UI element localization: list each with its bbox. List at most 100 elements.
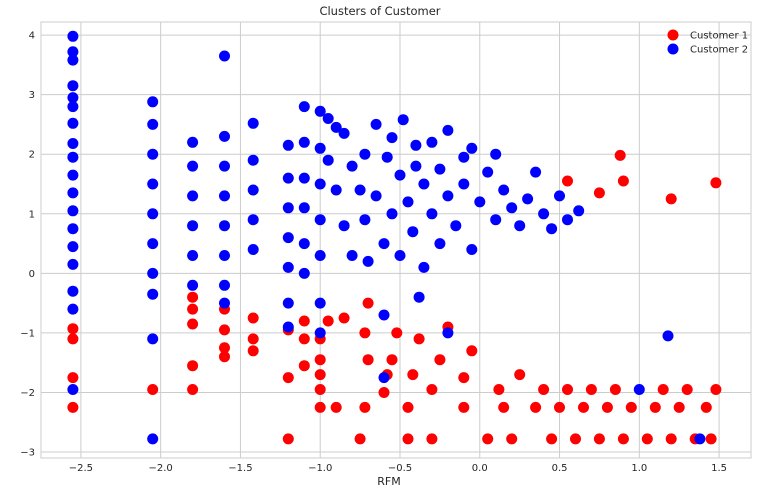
data-point xyxy=(562,175,573,187)
data-point xyxy=(338,127,350,139)
data-point xyxy=(219,324,230,336)
data-point xyxy=(450,220,462,232)
data-point xyxy=(359,401,371,413)
data-point xyxy=(346,160,358,172)
data-point xyxy=(601,401,613,413)
data-point xyxy=(338,312,350,324)
data-point xyxy=(458,401,470,413)
data-point xyxy=(187,160,199,172)
data-point xyxy=(573,205,585,217)
data-point xyxy=(442,124,454,136)
data-point xyxy=(314,401,326,413)
scatter-points xyxy=(67,30,722,445)
data-point xyxy=(498,401,510,413)
data-point xyxy=(247,312,259,324)
series-customer-2 xyxy=(67,30,706,445)
data-point xyxy=(67,30,79,42)
data-point xyxy=(538,384,550,395)
data-point xyxy=(370,118,382,130)
data-point xyxy=(593,433,605,445)
legend-label-customer-1: Customer 1 xyxy=(690,31,748,42)
data-point xyxy=(700,401,712,413)
data-point xyxy=(247,345,259,357)
data-point xyxy=(147,238,159,250)
data-point xyxy=(147,384,159,395)
data-point xyxy=(322,154,334,166)
data-point xyxy=(546,433,558,445)
data-point xyxy=(466,345,478,357)
data-point xyxy=(370,190,382,202)
data-point xyxy=(282,433,294,445)
data-point xyxy=(458,178,470,190)
x-tick-label: 0.5 xyxy=(552,463,568,474)
y-tick-label: 1 xyxy=(29,209,35,220)
data-point xyxy=(362,354,374,366)
data-point xyxy=(458,372,470,384)
data-point xyxy=(147,288,159,300)
data-point xyxy=(247,333,259,345)
data-point xyxy=(314,250,326,261)
data-point xyxy=(147,118,159,130)
data-point xyxy=(346,250,358,261)
data-point xyxy=(219,130,230,142)
data-point xyxy=(247,214,259,226)
data-point xyxy=(614,149,626,161)
y-tick-label: 0 xyxy=(29,269,35,280)
y-tick-label: 4 xyxy=(29,31,35,42)
data-point xyxy=(67,384,79,395)
data-point xyxy=(694,433,706,445)
data-point xyxy=(67,205,79,217)
data-point xyxy=(530,401,542,413)
data-point xyxy=(394,250,406,261)
data-point xyxy=(247,154,259,166)
x-tick-label: −2.0 xyxy=(149,463,173,474)
legend: Customer 1 Customer 2 xyxy=(667,29,748,56)
data-point xyxy=(359,148,371,160)
data-point xyxy=(67,54,79,66)
data-point xyxy=(554,190,565,202)
data-point xyxy=(298,315,310,327)
data-point xyxy=(314,214,326,226)
data-point xyxy=(402,401,414,413)
data-point xyxy=(386,208,398,220)
data-point xyxy=(330,121,342,133)
data-point xyxy=(426,384,438,395)
data-point xyxy=(314,354,326,366)
data-point xyxy=(219,50,230,62)
data-point xyxy=(67,169,79,181)
data-point xyxy=(187,291,199,303)
data-point xyxy=(147,96,159,108)
data-point xyxy=(298,267,310,279)
data-point xyxy=(530,166,542,178)
data-point xyxy=(147,333,159,345)
y-tick-labels: −3 −2 −1 0 1 2 3 4 xyxy=(20,31,35,459)
data-point xyxy=(282,321,294,333)
data-point xyxy=(673,401,685,413)
data-point xyxy=(506,433,518,445)
data-point xyxy=(247,244,259,255)
data-point xyxy=(617,433,629,445)
data-point xyxy=(282,139,294,151)
data-point xyxy=(407,369,419,381)
data-point xyxy=(418,178,430,190)
x-tick-label: 1.0 xyxy=(631,463,647,474)
data-point xyxy=(67,333,79,345)
data-point xyxy=(147,148,159,160)
data-point xyxy=(187,303,199,315)
data-point xyxy=(578,401,589,413)
data-point xyxy=(482,433,494,445)
data-point xyxy=(498,184,510,196)
data-point xyxy=(67,187,79,199)
data-point xyxy=(298,136,310,148)
data-point xyxy=(298,333,310,345)
data-point xyxy=(710,177,722,189)
x-tick-label: 1.5 xyxy=(711,463,727,474)
data-point xyxy=(359,214,371,226)
y-tick-label: −1 xyxy=(20,328,35,339)
data-point xyxy=(514,220,526,232)
data-point xyxy=(585,384,597,395)
data-point xyxy=(67,46,79,58)
data-point xyxy=(493,384,505,395)
